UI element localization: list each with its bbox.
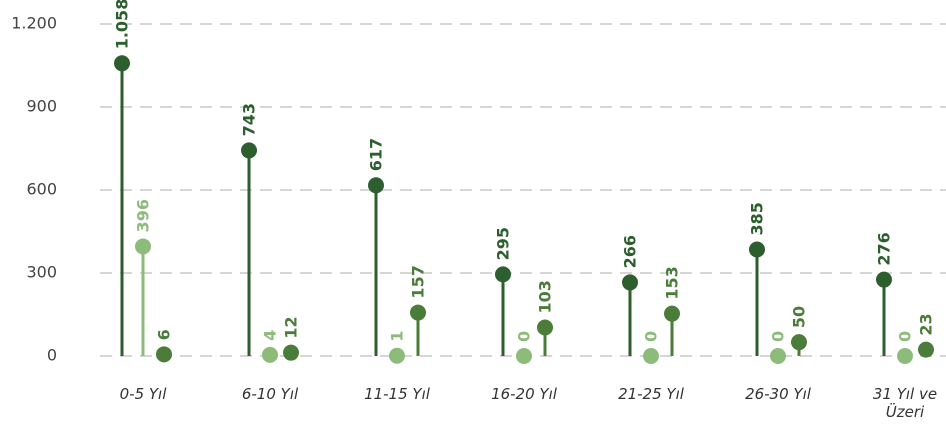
dot (262, 346, 278, 363)
value-label: 103 (536, 280, 555, 313)
dot (389, 347, 405, 364)
value-label: 1.058 (113, 0, 132, 49)
y-tick-label: 0 (47, 346, 57, 365)
dot (495, 266, 511, 283)
value-label: 0 (769, 331, 788, 342)
value-label: 396 (134, 199, 153, 232)
x-tick-label: 21-25 Yıl (618, 385, 684, 403)
value-label: 276 (875, 232, 894, 265)
value-label: 0 (896, 331, 915, 342)
y-tick-label: 600 (26, 180, 57, 199)
dot (410, 304, 426, 321)
value-label: 6 (155, 329, 174, 340)
x-tick-label: 6-10 Yıl (241, 385, 299, 403)
dot (114, 55, 130, 72)
y-tick-label: 1.200 (11, 14, 57, 33)
value-label: 266 (621, 235, 640, 268)
dot (664, 305, 680, 322)
dot (876, 271, 892, 288)
dot (749, 241, 765, 258)
dot (770, 348, 786, 364)
dot (897, 348, 913, 364)
dot (241, 142, 257, 159)
value-label: 23 (917, 313, 936, 335)
dot (368, 177, 384, 194)
value-label: 1 (388, 331, 407, 342)
dot (283, 344, 299, 361)
value-label: 743 (240, 103, 259, 136)
dot (622, 274, 638, 291)
value-label: 12 (282, 316, 301, 338)
value-label: 153 (663, 266, 682, 299)
value-label: 617 (367, 138, 386, 171)
value-label: 4 (261, 330, 280, 341)
dot (156, 346, 172, 363)
dot (791, 334, 807, 351)
dot (537, 319, 553, 336)
dot (516, 348, 532, 364)
value-label: 385 (748, 202, 767, 235)
x-tick-label: 31 Yıl ve Üzeri (872, 385, 938, 421)
y-tick-label: 900 (26, 97, 57, 116)
value-label: 0 (515, 331, 534, 342)
value-label: 0 (642, 331, 661, 342)
value-label: 157 (409, 265, 428, 298)
dot (643, 348, 659, 364)
dot (135, 238, 151, 255)
value-label: 295 (494, 227, 513, 260)
x-tick-label: 11-15 Yıl (364, 385, 430, 403)
dot (918, 341, 934, 358)
y-tick-label: 300 (26, 263, 57, 282)
x-tick-label: 26-30 Yıl (745, 385, 811, 403)
x-tick-label: 0-5 Yıl (119, 385, 167, 403)
value-label: 50 (790, 306, 809, 328)
x-tick-label: 16-20 Yıl (491, 385, 557, 403)
